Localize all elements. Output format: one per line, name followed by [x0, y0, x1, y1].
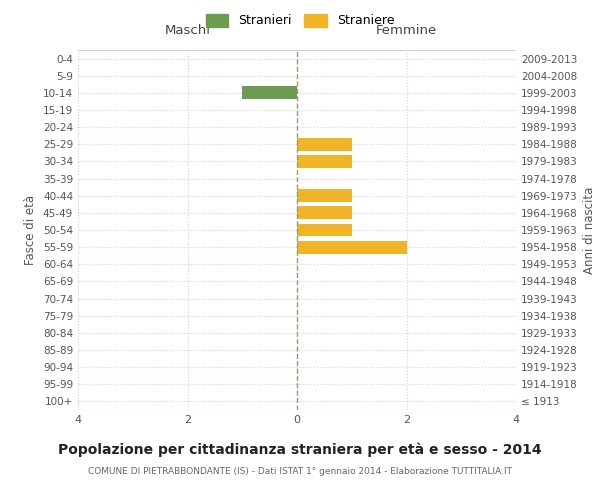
Bar: [297, 155, 352, 168]
Bar: [297, 240, 407, 254]
Text: Popolazione per cittadinanza straniera per età e sesso - 2014: Popolazione per cittadinanza straniera p…: [58, 442, 542, 457]
Bar: [297, 190, 352, 202]
Text: Femmine: Femmine: [376, 24, 437, 38]
Text: Maschi: Maschi: [164, 24, 211, 38]
Bar: [297, 224, 352, 236]
Bar: [297, 138, 352, 150]
Y-axis label: Fasce di età: Fasce di età: [25, 195, 37, 265]
Bar: [242, 86, 297, 100]
Legend: Stranieri, Straniere: Stranieri, Straniere: [201, 8, 399, 32]
Y-axis label: Anni di nascita: Anni di nascita: [583, 186, 596, 274]
Text: COMUNE DI PIETRABBONDANTE (IS) - Dati ISTAT 1° gennaio 2014 - Elaborazione TUTTI: COMUNE DI PIETRABBONDANTE (IS) - Dati IS…: [88, 468, 512, 476]
Bar: [297, 206, 352, 220]
